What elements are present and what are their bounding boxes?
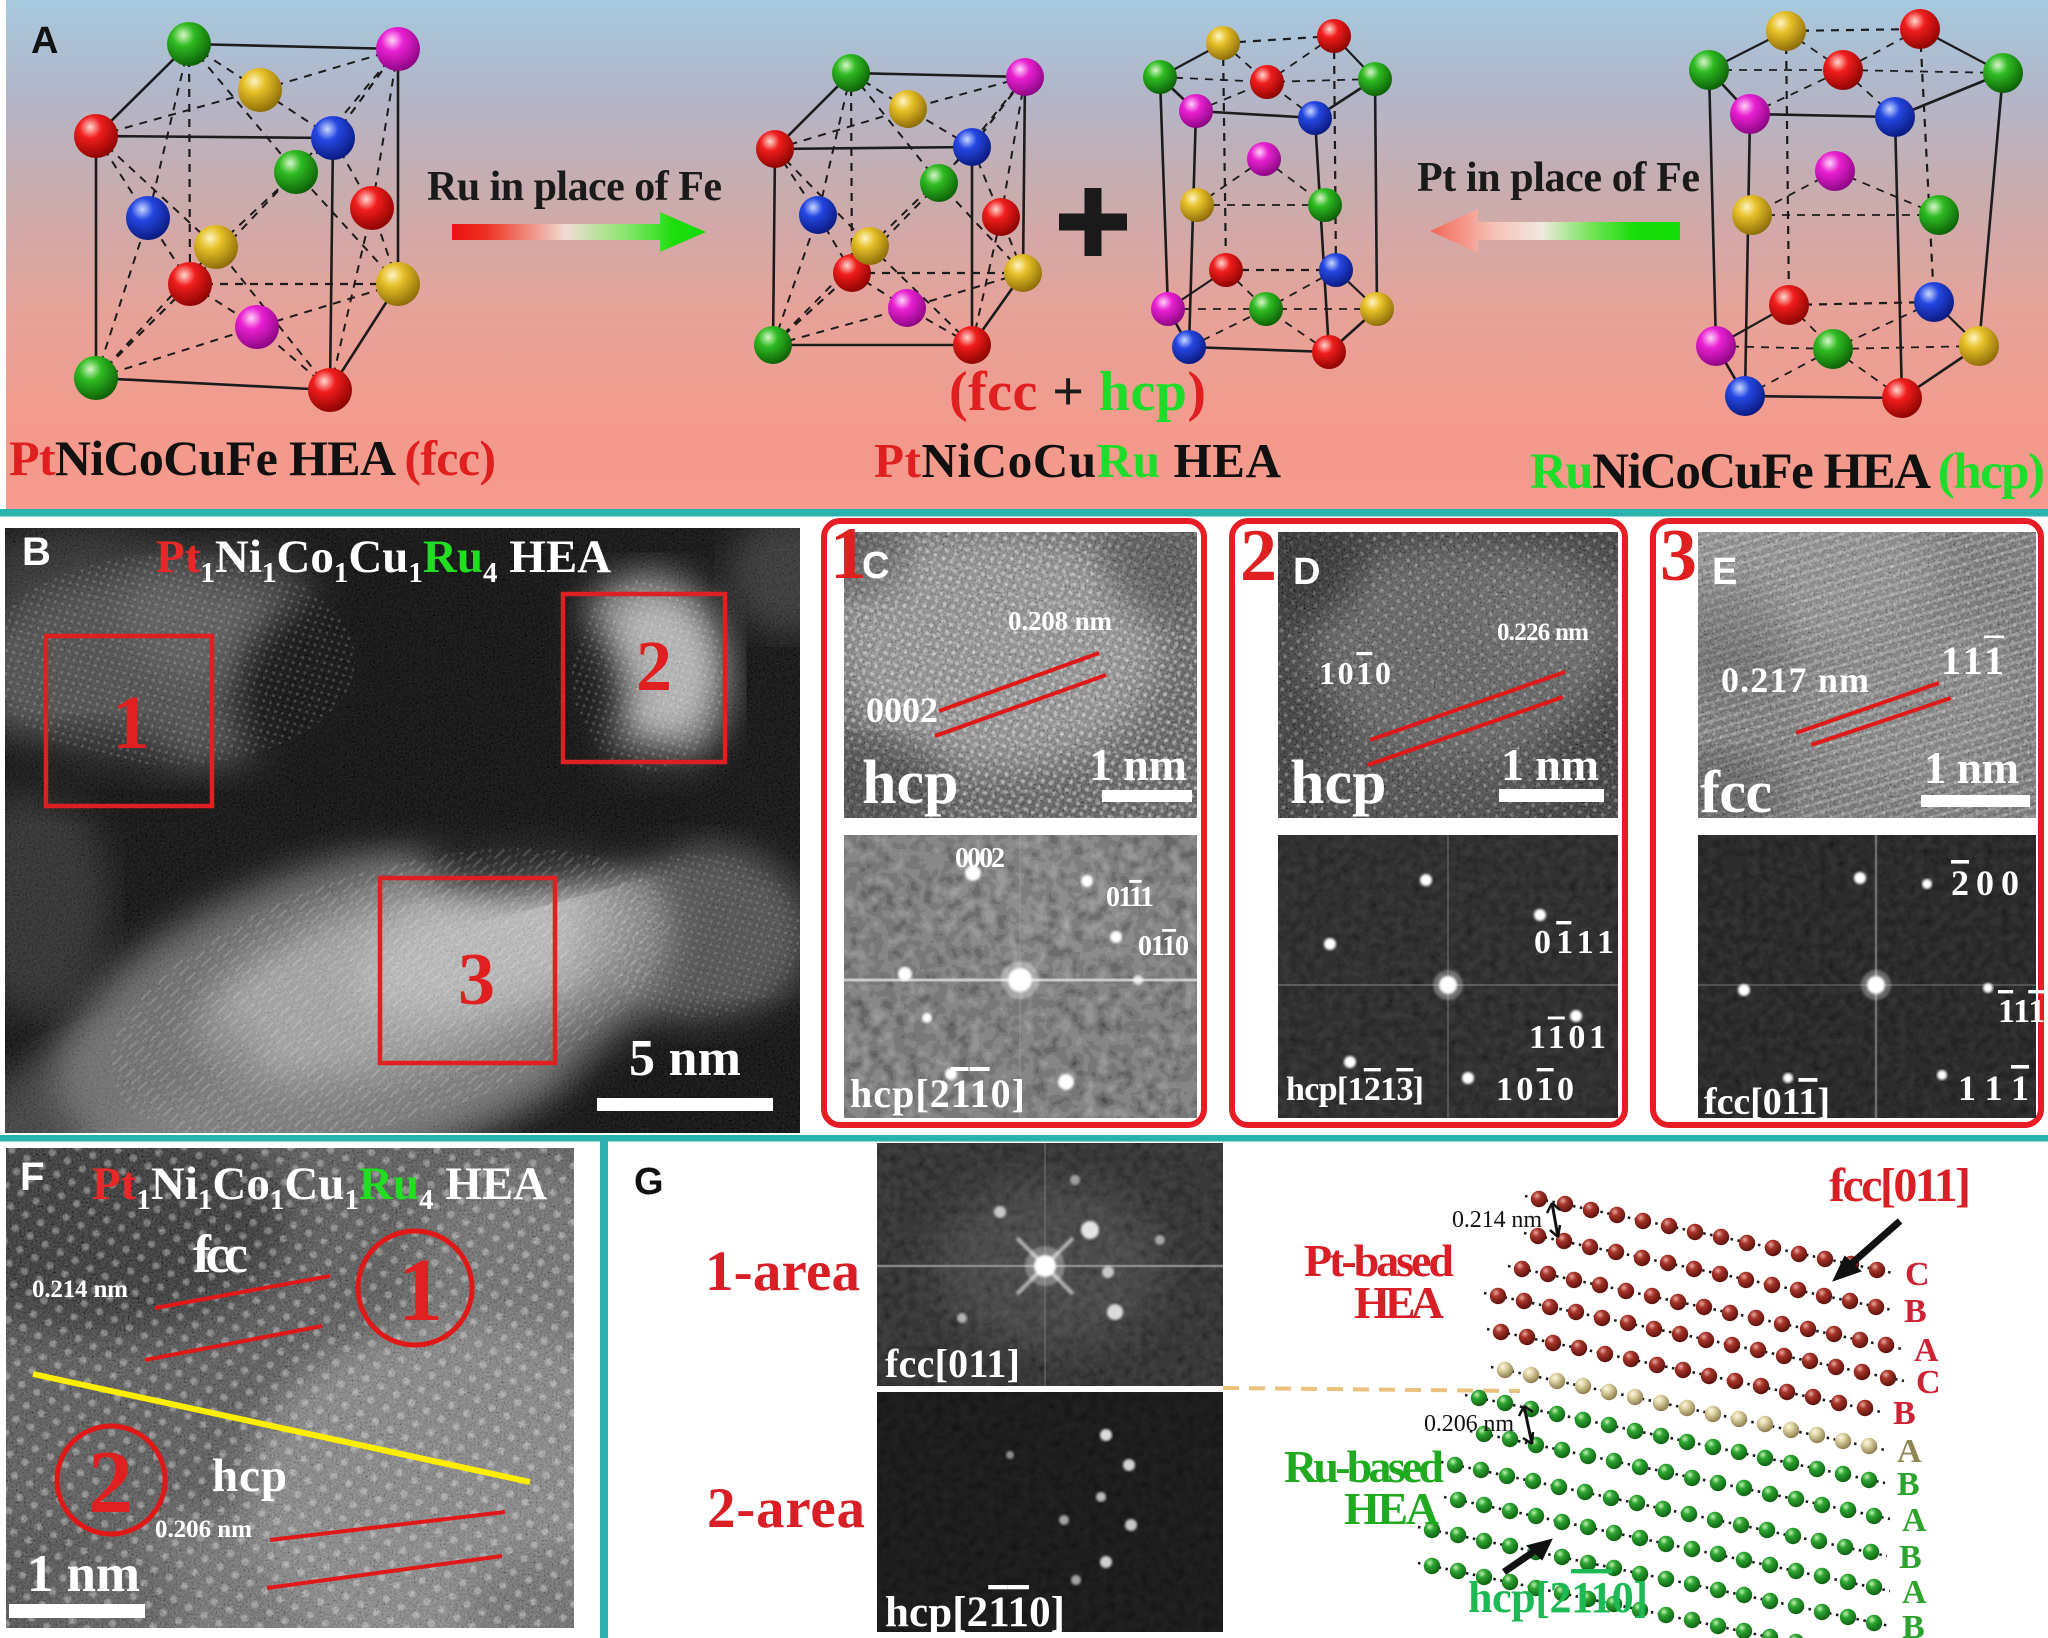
svg-text:2-area: 2-area: [707, 1477, 865, 1540]
svg-text:111: 111: [1958, 1068, 2029, 1108]
svg-text:1: 1: [398, 1241, 443, 1340]
svg-text:F: F: [20, 1155, 44, 1199]
svg-text:C: C: [862, 545, 889, 587]
svg-text:C: C: [1916, 1364, 1941, 1401]
svg-text:0110: 0110: [1138, 931, 1189, 962]
svg-text:1-area: 1-area: [705, 1240, 860, 1303]
svg-text:E: E: [1712, 551, 1737, 593]
svg-text:2: 2: [88, 1433, 133, 1532]
svg-text:Pt in place of Fe: Pt in place of Fe: [1417, 155, 1700, 201]
svg-text:Pt-based: Pt-based: [1304, 1235, 1454, 1286]
svg-text:hcp[2110]: hcp[2110]: [850, 1071, 1025, 1116]
svg-text:1 nm: 1 nm: [1089, 739, 1187, 790]
svg-text:0.217 nm: 0.217 nm: [1721, 660, 1869, 700]
svg-text:PtNiCoCuFe HEA (fcc): PtNiCoCuFe HEA (fcc): [9, 430, 496, 486]
svg-text:fcc[011]: fcc[011]: [885, 1341, 1020, 1386]
svg-text:hcp: hcp: [1290, 749, 1386, 817]
svg-text:A: A: [1897, 1433, 1922, 1470]
svg-text:C: C: [1905, 1256, 1930, 1293]
svg-text:PtNiCoCuRu HEA: PtNiCoCuRu HEA: [874, 433, 1282, 488]
svg-text:5 nm: 5 nm: [629, 1030, 741, 1087]
svg-text:B: B: [1904, 1293, 1927, 1330]
svg-text:B: B: [1893, 1395, 1916, 1432]
svg-text:hcp[1213]: hcp[1213]: [1286, 1071, 1424, 1108]
svg-text:0.214 nm: 0.214 nm: [32, 1276, 128, 1303]
svg-text:RuNiCoCuFe HEA (hcp): RuNiCoCuFe HEA (hcp): [1530, 444, 2045, 500]
svg-text:hcp[2110]: hcp[2110]: [885, 1589, 1065, 1636]
svg-text:1: 1: [112, 681, 150, 765]
svg-text:hcp: hcp: [212, 1450, 287, 1502]
svg-text:1 nm: 1 nm: [27, 1545, 140, 1603]
svg-text:2: 2: [1240, 515, 1277, 597]
svg-text:0.208 nm: 0.208 nm: [1008, 606, 1113, 636]
svg-text:B: B: [22, 530, 51, 574]
svg-text:A: A: [31, 20, 58, 62]
svg-text:A: A: [1914, 1332, 1939, 1369]
svg-text:1 nm: 1 nm: [1501, 739, 1599, 790]
svg-text:D: D: [1293, 551, 1320, 593]
svg-text:111: 111: [1998, 993, 2045, 1030]
svg-text:0.226 nm: 0.226 nm: [1497, 619, 1589, 646]
svg-text:111: 111: [1941, 638, 2004, 683]
svg-text:hcp[2110]: hcp[2110]: [1468, 1573, 1648, 1622]
svg-text:A: A: [1902, 1502, 1927, 1539]
svg-text:Pt1Ni1Co1Cu1Ru4 HEA: Pt1Ni1Co1Cu1Ru4 HEA: [92, 1158, 547, 1216]
svg-text:fcc[011]: fcc[011]: [1704, 1081, 1830, 1123]
svg-text:1: 1: [830, 513, 867, 595]
svg-text:0.206 nm: 0.206 nm: [155, 1516, 252, 1543]
svg-text:0111: 0111: [1106, 882, 1154, 913]
svg-text:B: B: [1902, 1609, 1925, 1638]
svg-text:1 nm: 1 nm: [1924, 743, 2019, 793]
svg-text:hcp: hcp: [862, 749, 958, 817]
svg-text:G: G: [634, 1161, 664, 1203]
svg-text:A: A: [1902, 1574, 1927, 1611]
svg-text:HEA: HEA: [1354, 1277, 1444, 1328]
svg-text:fcc: fcc: [193, 1224, 248, 1284]
svg-text:3: 3: [1660, 515, 1697, 597]
svg-text:2: 2: [636, 626, 672, 706]
svg-text:0.206 nm: 0.206 nm: [1424, 1411, 1514, 1437]
svg-text:0.214 nm: 0.214 nm: [1452, 1207, 1542, 1233]
svg-text:fcc[011]: fcc[011]: [1829, 1159, 1971, 1212]
svg-text:Ru-based: Ru-based: [1284, 1441, 1444, 1492]
svg-text:3: 3: [458, 939, 495, 1021]
svg-text:HEA: HEA: [1344, 1483, 1439, 1534]
svg-text:Pt1Ni1Co1Cu1Ru4 HEA: Pt1Ni1Co1Cu1Ru4 HEA: [156, 531, 611, 589]
svg-text:fcc: fcc: [1700, 759, 1772, 825]
svg-text:B: B: [1897, 1466, 1920, 1503]
svg-text:200: 2 00: [1951, 863, 2019, 903]
svg-text:(fcc + hcp): (fcc + hcp): [949, 361, 1206, 423]
svg-text:0002: 0002: [955, 843, 1005, 874]
svg-text:Ru in place of Fe: Ru in place of Fe: [427, 164, 722, 210]
svg-text:0002: 0002: [866, 690, 938, 730]
svg-text:B: B: [1899, 1539, 1922, 1576]
